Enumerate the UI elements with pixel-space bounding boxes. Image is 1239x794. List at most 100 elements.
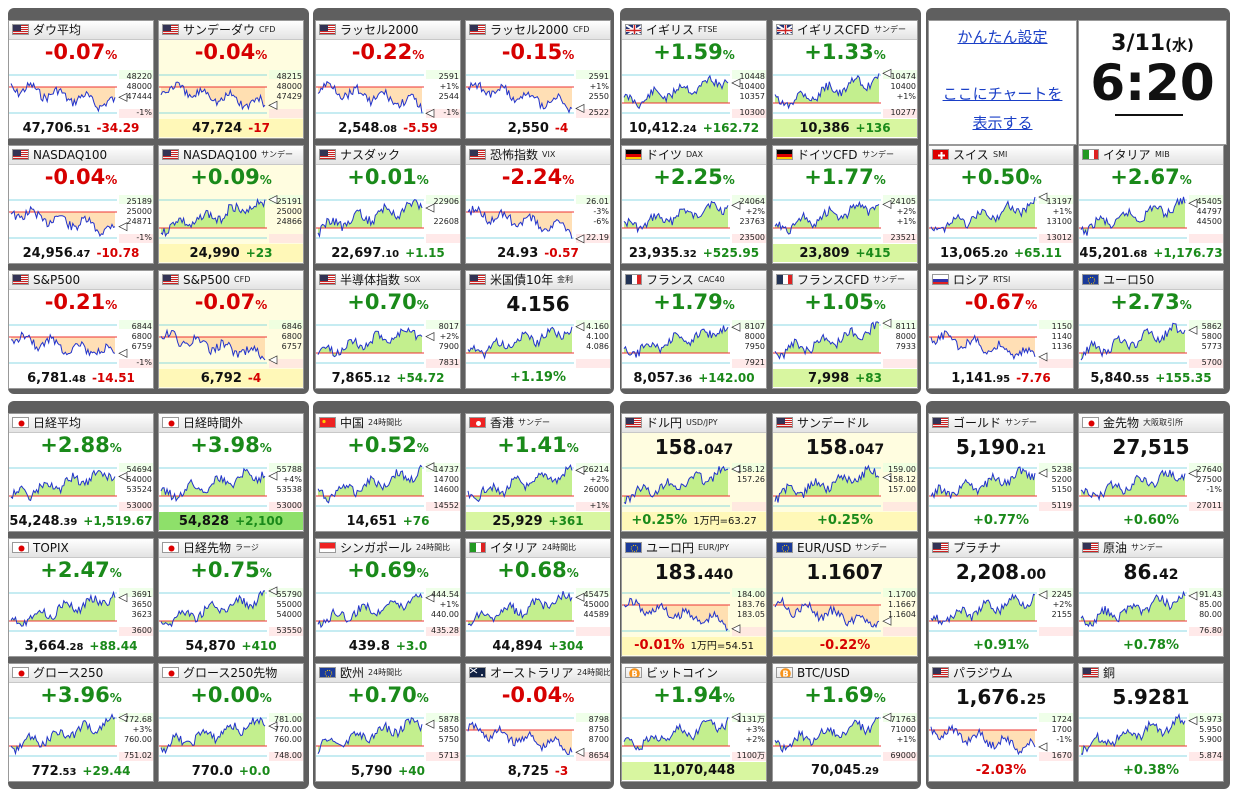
market-tile[interactable]: ドル円 USD/JPY 158.12 157.26 158.047 +0.25% 1万円=6… — [621, 413, 767, 532]
change-percent: -0.15% — [466, 39, 610, 68]
tile-title: ゴールド — [953, 416, 1002, 430]
change-percent-value: +1.33 — [804, 40, 874, 64]
chart-link-line2[interactable]: 表示する — [972, 114, 1033, 132]
market-tile[interactable]: S&P500 6844 6800 6759 -1% -0.21% 6,781.48 -14.5… — [8, 270, 154, 389]
flag-icon — [776, 274, 793, 285]
market-tile[interactable]: 日経先物 ラージ 55790 55000 54000 53550 +0.75% 54,870 +… — [158, 538, 304, 657]
change-percent-value: +1.77 — [804, 165, 874, 189]
market-tile[interactable]: 銅 5.973 5.950 5.900 5.874 5.9281 +0.38% — [1078, 663, 1224, 782]
chart-link-line1[interactable]: ここにチャートを — [942, 85, 1063, 103]
market-tile[interactable]: NASDAQ100 サンデー 25191 25000 24866 +0.09% 24,990… — [158, 145, 304, 264]
y-axis-label: 53524 — [127, 485, 152, 494]
market-tile[interactable]: S&P500 CFD 6846 6800 6757 -0.07% 6,792 -4 — [158, 270, 304, 389]
market-tile[interactable]: 日経平均 54694 54000 53524 53000 +2.88% 54,248.39 +… — [8, 413, 154, 532]
tile-header: 原油 サンデー — [1079, 539, 1223, 558]
market-tile[interactable]: グロース250 772.68 +3% 760.00 751.02 +3.96% 772.53… — [8, 663, 154, 782]
y-axis-label: 157.26 — [737, 475, 765, 484]
y-axis-label: 2591 — [589, 72, 609, 81]
y-axis-label: 48215 — [277, 72, 302, 81]
settings-link[interactable]: かんたん設定 — [957, 28, 1048, 46]
market-tile[interactable]: 恐怖指数 VIX 26.01 -3% -6% 22.19 -2.24% 24.93 -0.57 — [465, 145, 611, 264]
market-tile[interactable]: パラジウム 1724 1700 -1% 1670 1,676.25 -2.03% — [928, 663, 1074, 782]
tile-value: 45,201.68 +1,176.73 — [1079, 244, 1223, 262]
tile-value: 24,990 +23 — [159, 244, 303, 262]
price-change: +3.0 — [395, 639, 428, 653]
market-tile[interactable]: ユーロ50 5862 5800 5773 5700 +2.73% 5,840.55 +155.… — [1078, 270, 1224, 389]
market-tile[interactable]: 米国債10年 金利 4.160 4.100 4.086 4.156 +1.19% — [465, 270, 611, 389]
market-tile[interactable]: ドイツCFD サンデー 24105 +2% +1% 23521 +1.77% 23,809 +4… — [772, 145, 918, 264]
market-tile[interactable]: 日経時間外 55788 +4% 53538 53000 +3.98% 54,828 +2,10… — [158, 413, 304, 532]
market-tile[interactable]: ゴールド サンデー 5238 5200 5150 5119 5,190.21 +0.77% — [928, 413, 1074, 532]
market-tile[interactable]: ロシア RTSI 1150 1140 1136 -0.67% 1,141.95 -7.76 — [928, 270, 1074, 389]
percent-unit: % — [562, 173, 575, 187]
market-tile[interactable]: フランスCFD サンデー 8111 8000 7933 +1.05% 7,998 +83 — [772, 270, 918, 389]
market-tile[interactable]: 香港 サンデー 26214 +2% 26000 +1% +1.41% 25,929 +361 — [465, 413, 611, 532]
market-tile[interactable]: フランス CAC40 8107 8000 7950 7921 +1.79% 8,057.36 +… — [621, 270, 767, 389]
tile-header: ラッセル2000 — [316, 21, 460, 40]
y-axis-label: 53000 — [277, 501, 302, 510]
price-main: 1.1607 — [806, 560, 884, 584]
tile-subtitle: CFD — [259, 25, 276, 34]
market-tile[interactable]: イギリス FTSE 10448 10400 10357 10300 +1.59% 10,412… — [621, 20, 767, 139]
market-tile[interactable]: NASDAQ100 25189 25000 24871 -1% -0.04% 24,956.… — [8, 145, 154, 264]
tile-price: 86.42 — [1079, 557, 1223, 590]
market-tile[interactable]: イタリア 24時間比 45475 45000 44589 +0.68% 44,894 +304 — [465, 538, 611, 657]
tile-subtitle: 金利 — [557, 275, 573, 284]
market-tile[interactable]: イタリア MIB 45405 44797 44500 +2.67% 45,201.68 +1,… — [1078, 145, 1224, 264]
tile-change: -2.03% — [929, 762, 1073, 780]
market-tile[interactable]: ダウ平均 48220 48000 47444 -1% -0.07% 47,706.51 -34… — [8, 20, 154, 139]
market-tile[interactable]: サンデーダウ CFD 48215 48000 47429 -0.04% 47,724 -17 — [158, 20, 304, 139]
change-percent-value: +1.05 — [804, 290, 874, 314]
market-tile[interactable]: ラッセル2000 CFD 2591 +1% 2550 2522 -0.15% 2,550 -4 — [465, 20, 611, 139]
market-tile[interactable]: B ビットコイン 1131万 +3% +2% 1100万 +1.94% 11,070,448 — [621, 663, 767, 782]
market-tile[interactable]: TOPIX 3691 3650 3623 3600 +2.47% 3,664.28 +88.4… — [8, 538, 154, 657]
market-tile[interactable]: 原油 サンデー 91.43 85.00 80.00 76.80 86.42 +0.78% — [1078, 538, 1224, 657]
tile-subtitle: サンデー — [518, 418, 550, 427]
tile-subtitle: 24時間比 — [577, 668, 611, 677]
change-percent: +0.38% — [1123, 763, 1179, 778]
price-main: 1,676. — [955, 685, 1027, 709]
price-chart: 24105+2%+1% 23521 — [773, 195, 917, 243]
tile-header: 中国 24時間比 — [316, 414, 460, 433]
price-change: +1,519.67 — [83, 514, 153, 528]
yen-rate-note: 1万円=54.51 — [690, 641, 754, 652]
percent-unit: % — [1025, 298, 1038, 312]
market-tile[interactable]: EUR/USD サンデー 1.1700 1.1667 1.1604 1.1607 -0.22… — [772, 538, 918, 657]
chart-link[interactable]: ここにチャートを — [929, 83, 1076, 104]
market-tile[interactable]: ユーロ円 EUR/JPY 184.00 183.76 183.05 183.440 -0.0… — [621, 538, 767, 657]
tile-header: 香港 サンデー — [466, 414, 610, 433]
market-tile[interactable]: 半導体指数 SOX 8017 +2% 7900 7831 +0.70% 7,865.12 +54… — [315, 270, 461, 389]
market-tile[interactable]: 欧州 24時間比 5878 5850 5750 5713 +0.70% 5,790 +40 — [315, 663, 461, 782]
market-tile[interactable]: ナスダック 22906 22608 +0.01% 22,697.10 +1.15 — [315, 145, 461, 264]
price-decimals: .29 — [861, 766, 879, 777]
market-tile[interactable]: 金先物 大阪取引所 27640 27500 -1% 27011 27,515 +0.60% — [1078, 413, 1224, 532]
change-percent: -0.04% — [466, 682, 610, 711]
price-main: 27,515 — [1112, 435, 1190, 459]
y-axis-label: 10357 — [740, 92, 765, 101]
percent-unit: % — [255, 298, 268, 312]
y-axis-label: +2% — [1053, 600, 1073, 609]
tile-value: 1,141.95 -7.76 — [929, 369, 1073, 387]
market-tile[interactable]: グロース250先物 781.00 770.00 760.00 748.00 +0.00% 7… — [158, 663, 304, 782]
market-tile[interactable]: ラッセル2000 2591 +1% 2544 -1% -0.22% 2,548.08 -5.5… — [315, 20, 461, 139]
tile-change: +0.38% — [1079, 762, 1223, 780]
market-tile[interactable]: プラチナ 2245 +2% 2155 2,208.00 +0.91% — [928, 538, 1074, 657]
market-tile[interactable]: ドイツ DAX 24064 +2% 23763 23500 +2.25% 23,935.32 +… — [621, 145, 767, 264]
price-decimals: 440 — [704, 567, 734, 583]
market-tile[interactable]: オーストラリア 24時間比 8798 8750 8700 8654 -0.04% 8,725-… — [465, 663, 611, 782]
price-change: +29.44 — [82, 764, 131, 778]
market-tile[interactable]: サンデードル 159.00 158.12 157.00 158.047 +0.25% — [772, 413, 918, 532]
market-tile[interactable]: B BTC/USD 71763 71000 +1% 69000 +1.69% 70,045.2… — [772, 663, 918, 782]
tile-subtitle: サンデー — [1131, 543, 1163, 552]
market-tile[interactable]: イギリスCFD サンデー 10474 10400 +1% 10277 +1.33% 10,38… — [772, 20, 918, 139]
clock-underline — [1115, 114, 1183, 116]
market-tile[interactable]: シンガポール 24時間比 444.54 +1% 440.00 435.28 +0.69% 43… — [315, 538, 461, 657]
market-tile[interactable]: スイス SMI 13197 +1% 13100 13012 +0.50% 13,065.20 +… — [928, 145, 1074, 264]
market-tile[interactable]: 中国 24時間比 14737 14700 14600 14552 +0.52% 14,651 +… — [315, 413, 461, 532]
percent-unit: % — [722, 173, 735, 187]
price-change: +54.72 — [396, 371, 445, 385]
